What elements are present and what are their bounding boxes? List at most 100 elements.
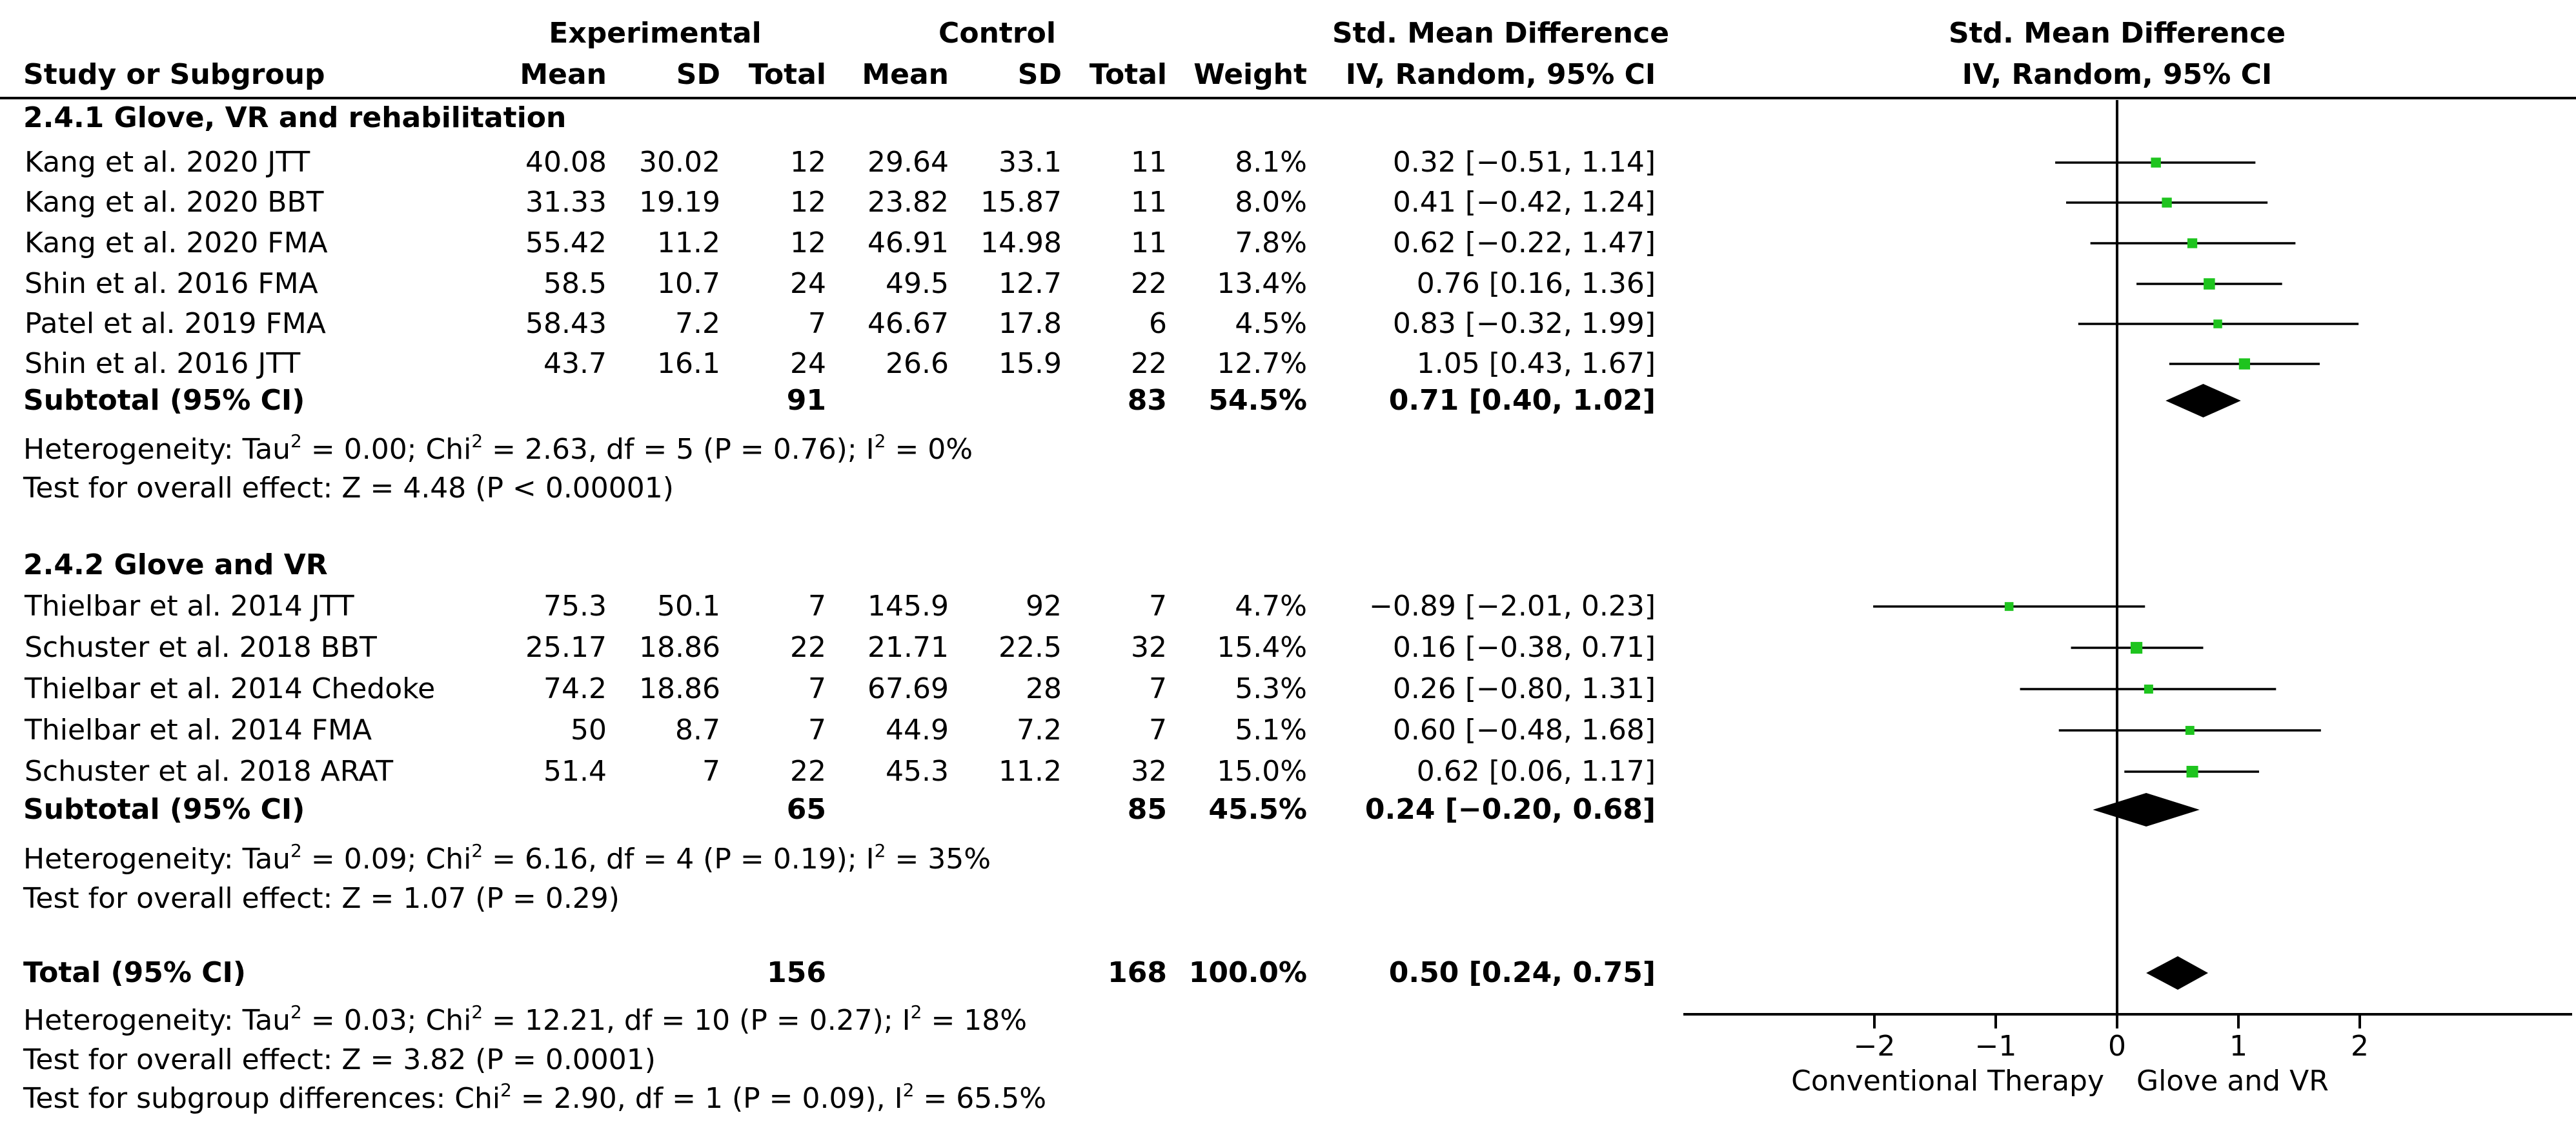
superscript: 2 bbox=[874, 840, 886, 861]
ctrl-total-header: Total bbox=[1089, 58, 1167, 91]
text-part: = 0.09; Chi bbox=[301, 843, 472, 876]
x-tick-label: 0 bbox=[2108, 1030, 2126, 1063]
study-point-estimate bbox=[2187, 238, 2198, 248]
superscript: 2 bbox=[471, 430, 483, 452]
ctrl-total: 11 bbox=[1131, 146, 1167, 179]
ctrl-mean: 46.91 bbox=[867, 226, 949, 259]
total-overall-effect-text: Test for overall effect: Z = 3.82 (P = 0… bbox=[23, 1043, 656, 1076]
exp-mean: 43.7 bbox=[543, 347, 607, 380]
x-tick-label: −1 bbox=[1975, 1030, 2017, 1063]
ctrl-total: 32 bbox=[1131, 755, 1167, 788]
exp-total: 7 bbox=[808, 307, 826, 340]
text-part: = 2.63, df = 5 (P = 0.76); I bbox=[483, 433, 875, 466]
study-point-estimate bbox=[2130, 641, 2143, 654]
favours-left-label: Conventional Therapy bbox=[1791, 1065, 2104, 1098]
total-diamond bbox=[2146, 956, 2208, 990]
ctrl-mean: 67.69 bbox=[867, 672, 949, 705]
overall-effect-text: Test for overall effect: Z = 4.48 (P < 0… bbox=[23, 472, 674, 505]
ctrl-total: 7 bbox=[1149, 672, 1167, 705]
study-ci: 1.05 [0.43, 1.67] bbox=[1416, 347, 1656, 380]
exp-sd: 16.1 bbox=[657, 347, 720, 380]
ctrl-mean: 45.3 bbox=[886, 755, 949, 788]
exp-total: 24 bbox=[790, 267, 826, 300]
study-name: Thielbar et al. 2014 JTT bbox=[25, 590, 354, 623]
superscript: 2 bbox=[902, 1079, 915, 1101]
exp-total: 22 bbox=[790, 755, 826, 788]
subtotal-label: Subtotal (95% CI) bbox=[23, 793, 305, 826]
subtotal-diamond bbox=[2093, 793, 2200, 827]
subgroup-differences-text: Test for subgroup differences: Chi2 = 2.… bbox=[23, 1079, 1047, 1116]
subtotal-ci: 0.24 [−0.20, 0.68] bbox=[1364, 793, 1656, 826]
exp-mean: 31.33 bbox=[525, 186, 607, 219]
study-name: Thielbar et al. 2014 FMA bbox=[25, 714, 372, 747]
exp-mean: 75.3 bbox=[543, 590, 607, 623]
study-name: Kang et al. 2020 BBT bbox=[25, 186, 324, 219]
experimental-header: Experimental bbox=[549, 17, 762, 50]
exp-sd: 11.2 bbox=[657, 226, 720, 259]
smd-header: Std. Mean Difference bbox=[1332, 17, 1670, 50]
ctrl-mean: 21.71 bbox=[867, 631, 949, 664]
study-weight: 8.1% bbox=[1235, 146, 1307, 179]
text-part: = 65.5% bbox=[914, 1082, 1047, 1115]
exp-sd: 7 bbox=[702, 755, 720, 788]
superscript: 2 bbox=[500, 1079, 512, 1101]
study-name: Patel et al. 2019 FMA bbox=[25, 307, 326, 340]
study-column-header: Study or Subgroup bbox=[23, 58, 325, 91]
study-weight: 8.0% bbox=[1235, 186, 1307, 219]
study-ci: −0.89 [−2.01, 0.23] bbox=[1369, 590, 1656, 623]
exp-sd: 50.1 bbox=[657, 590, 720, 623]
study-name: Schuster et al. 2018 ARAT bbox=[25, 755, 394, 788]
study-point-estimate bbox=[2204, 278, 2215, 290]
exp-sd: 18.86 bbox=[639, 672, 720, 705]
ctrl-total: 7 bbox=[1149, 714, 1167, 747]
exp-sd-header: SD bbox=[676, 58, 720, 91]
exp-total: 24 bbox=[790, 347, 826, 380]
superscript: 2 bbox=[290, 1001, 302, 1023]
total-ctrl-total: 168 bbox=[1108, 956, 1167, 989]
subgroup-title: 2.4.2 Glove and VR bbox=[23, 548, 328, 581]
heterogeneity-text: Heterogeneity: Tau2 = 0.09; Chi2 = 6.16,… bbox=[23, 840, 991, 876]
subtotal-diamond bbox=[2165, 384, 2241, 417]
x-tick-label: 2 bbox=[2351, 1030, 2369, 1063]
ctrl-sd: 22.5 bbox=[999, 631, 1062, 664]
text-part: = 12.21, df = 10 (P = 0.27); I bbox=[483, 1004, 911, 1037]
study-weight: 15.0% bbox=[1217, 755, 1307, 788]
study-ci: 0.26 [−0.80, 1.31] bbox=[1392, 672, 1656, 705]
exp-total: 12 bbox=[790, 186, 826, 219]
total-heterogeneity-text: Heterogeneity: Tau2 = 0.03; Chi2 = 12.21… bbox=[23, 1001, 1027, 1038]
study-name: Thielbar et al. 2014 Chedoke bbox=[25, 672, 436, 705]
ctrl-sd: 11.2 bbox=[999, 755, 1062, 788]
study-ci: 0.83 [−0.32, 1.99] bbox=[1392, 307, 1656, 340]
text-part: Heterogeneity: Tau bbox=[23, 433, 291, 466]
total-label: Total (95% CI) bbox=[23, 956, 247, 989]
exp-mean: 51.4 bbox=[543, 755, 607, 788]
study-weight: 4.5% bbox=[1235, 307, 1307, 340]
study-weight: 15.4% bbox=[1217, 631, 1307, 664]
exp-sd: 19.19 bbox=[639, 186, 720, 219]
study-name: Kang et al. 2020 FMA bbox=[25, 226, 328, 259]
ctrl-sd: 92 bbox=[1026, 590, 1062, 623]
exp-sd: 10.7 bbox=[657, 267, 720, 300]
study-weight: 5.3% bbox=[1235, 672, 1307, 705]
study-point-estimate bbox=[2213, 319, 2222, 328]
ctrl-mean: 145.9 bbox=[867, 590, 949, 623]
ctrl-total: 11 bbox=[1131, 226, 1167, 259]
exp-sd: 30.02 bbox=[639, 146, 720, 179]
superscript: 2 bbox=[471, 1001, 483, 1023]
ctrl-total: 11 bbox=[1131, 186, 1167, 219]
ctrl-total: 7 bbox=[1149, 590, 1167, 623]
study-ci: 0.62 [0.06, 1.17] bbox=[1416, 755, 1656, 788]
exp-total: 7 bbox=[808, 590, 826, 623]
subgroup-title: 2.4.1 Glove, VR and rehabilitation bbox=[23, 101, 567, 134]
exp-mean: 40.08 bbox=[525, 146, 607, 179]
study-point-estimate bbox=[2004, 602, 2014, 611]
ctrl-mean: 49.5 bbox=[886, 267, 949, 300]
study-weight: 12.7% bbox=[1217, 347, 1307, 380]
subtotal-label: Subtotal (95% CI) bbox=[23, 384, 305, 417]
plot-method-header: IV, Random, 95% CI bbox=[1962, 58, 2273, 91]
ctrl-total: 22 bbox=[1131, 347, 1167, 380]
favours-right-label: Glove and VR bbox=[2136, 1065, 2329, 1098]
study-weight: 7.8% bbox=[1235, 226, 1307, 259]
